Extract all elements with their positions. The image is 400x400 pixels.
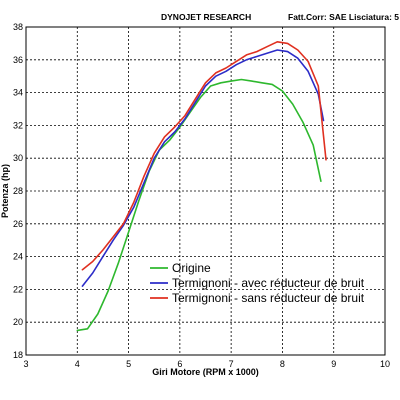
grid xyxy=(26,27,385,355)
legend-label: Origine xyxy=(172,261,211,275)
series-lines xyxy=(76,40,327,332)
y-tick-label: 38 xyxy=(13,22,23,32)
y-tick-label: 26 xyxy=(13,219,23,229)
y-axis-label: Potenza (hp) xyxy=(0,164,10,218)
x-tick-label: 3 xyxy=(23,359,28,369)
header-info: Fatt.Corr: SAE Lisciatura: 5 xyxy=(288,12,399,22)
x-tick-label: 5 xyxy=(126,359,131,369)
x-tick-label: 10 xyxy=(380,359,390,369)
series-line-1 xyxy=(76,78,322,332)
y-tick-label: 24 xyxy=(13,252,23,262)
y-tick-label: 34 xyxy=(13,88,23,98)
header-brand: DYNOJET RESEARCH xyxy=(161,12,251,22)
series-line-3 xyxy=(81,40,327,271)
y-tick-label: 32 xyxy=(13,120,23,130)
y-tick-label: 28 xyxy=(13,186,23,196)
x-tick-label: 6 xyxy=(177,359,182,369)
y-tick-label: 36 xyxy=(13,55,23,65)
legend-label: Termignoni - sans réducteur de bruit xyxy=(172,291,365,305)
y-tick-label: 22 xyxy=(13,284,23,294)
x-tick-label: 8 xyxy=(280,359,285,369)
y-tick-label: 30 xyxy=(13,153,23,163)
series-line-2 xyxy=(81,49,325,287)
y-tick-label: 18 xyxy=(13,350,23,360)
x-axis-label: Giri Motore (RPM x 1000) xyxy=(152,367,259,377)
x-tick-label: 7 xyxy=(229,359,234,369)
plot-frame xyxy=(25,26,386,356)
legend-label: Termignoni - avec réducteur de bruit xyxy=(172,276,365,290)
y-tick-label: 20 xyxy=(13,317,23,327)
x-tick-label: 9 xyxy=(331,359,336,369)
x-tick-label: 4 xyxy=(75,359,80,369)
